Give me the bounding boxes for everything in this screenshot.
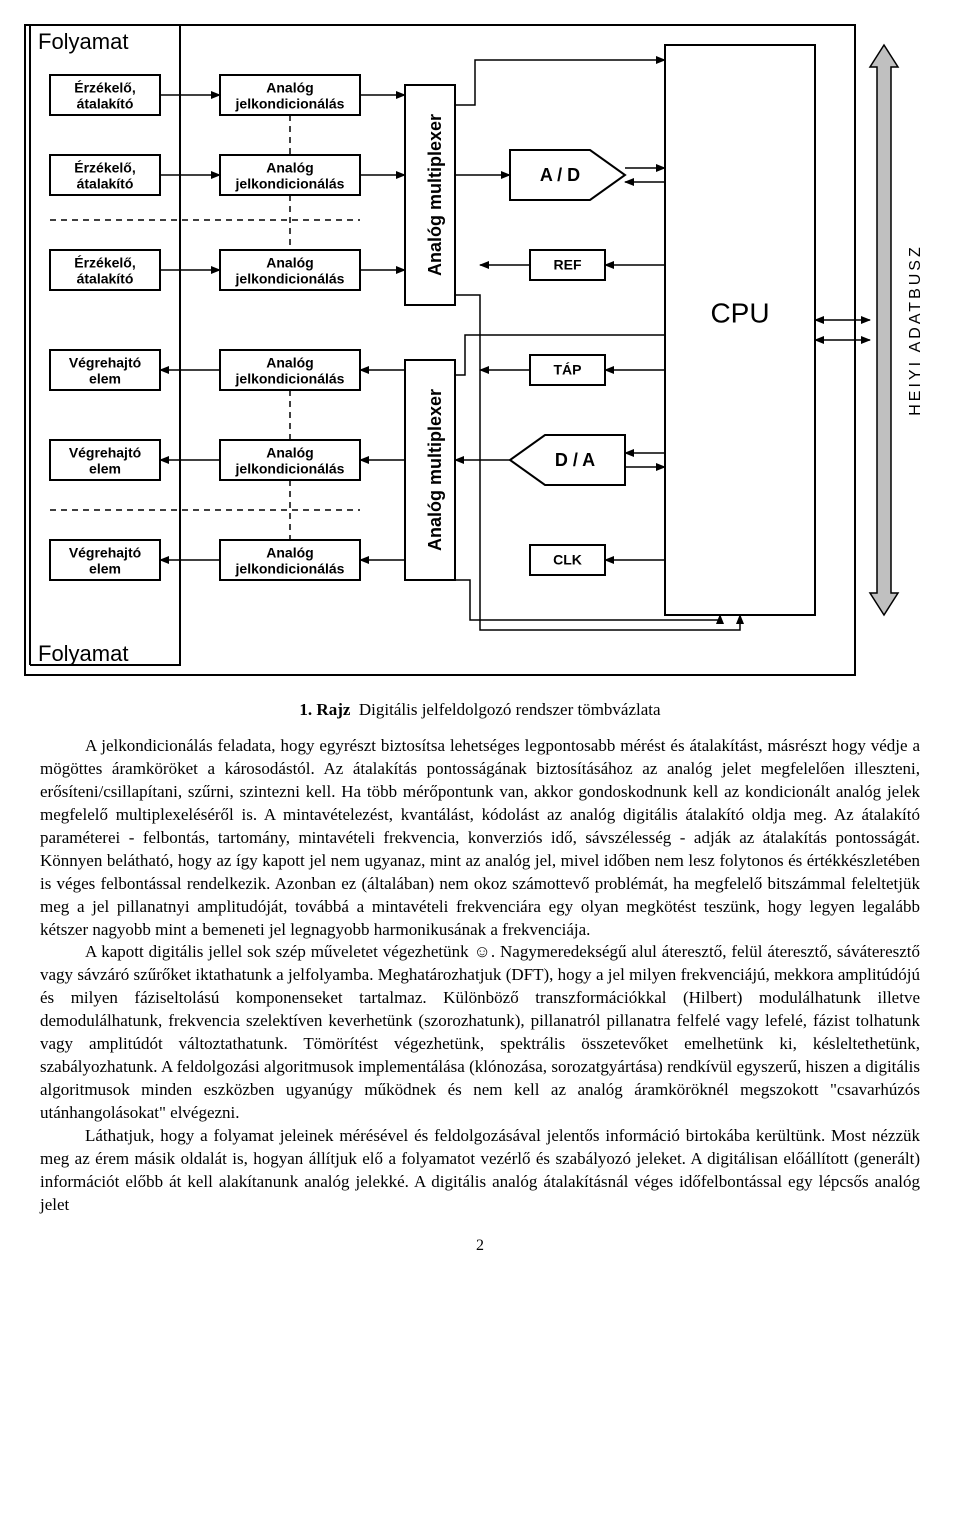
svg-text:Végrehajtó: Végrehajtó [69, 355, 141, 371]
svg-text:CLK: CLK [553, 552, 582, 568]
svg-text:elem: elem [89, 561, 121, 577]
caption-prefix: 1. Rajz [299, 700, 350, 719]
figure-caption: 1. Rajz Digitális jelfeldolgozó rendszer… [20, 700, 940, 720]
svg-text:Analóg: Analóg [266, 355, 313, 371]
block-diagram: FolyamatFolyamatÉrzékelő,átalakítóÉrzéke… [20, 20, 940, 680]
svg-text:elem: elem [89, 371, 121, 387]
paragraph-3: Láthatjuk, hogy a folyamat jeleinek méré… [40, 1125, 920, 1217]
svg-text:Végrehajtó: Végrehajtó [69, 545, 141, 561]
svg-text:HEIYI ADATBUSZ: HEIYI ADATBUSZ [907, 244, 924, 416]
svg-text:jelkondicionálás: jelkondicionálás [235, 371, 345, 387]
svg-text:Analóg multiplexer: Analóg multiplexer [425, 114, 445, 276]
svg-text:Analóg: Analóg [266, 255, 313, 271]
caption-text: Digitális jelfeldolgozó rendszer tömbváz… [359, 700, 661, 719]
svg-text:átalakító: átalakító [77, 271, 134, 287]
svg-text:D / A: D / A [555, 450, 595, 470]
svg-text:A / D: A / D [540, 165, 580, 185]
svg-text:TÁP: TÁP [554, 362, 582, 378]
svg-text:Analóg multiplexer: Analóg multiplexer [425, 389, 445, 551]
svg-text:REF: REF [554, 257, 582, 273]
body-text: A jelkondicionálás feladata, hogy egyrés… [40, 735, 920, 1217]
svg-text:elem: elem [89, 461, 121, 477]
page-number: 2 [20, 1237, 940, 1255]
svg-text:Analóg: Analóg [266, 445, 313, 461]
svg-text:Végrehajtó: Végrehajtó [69, 445, 141, 461]
svg-text:Analóg: Analóg [266, 80, 313, 96]
svg-text:jelkondicionálás: jelkondicionálás [235, 96, 345, 112]
svg-text:Folyamat: Folyamat [38, 641, 128, 666]
paragraph-2: A kapott digitális jellel sok szép művel… [40, 941, 920, 1125]
svg-text:jelkondicionálás: jelkondicionálás [235, 461, 345, 477]
svg-text:CPU: CPU [710, 297, 769, 328]
svg-text:Folyamat: Folyamat [38, 29, 128, 54]
svg-text:Analóg: Analóg [266, 160, 313, 176]
svg-text:átalakító: átalakító [77, 176, 134, 192]
svg-text:jelkondicionálás: jelkondicionálás [235, 271, 345, 287]
svg-text:jelkondicionálás: jelkondicionálás [235, 176, 345, 192]
svg-text:Érzékelő,: Érzékelő, [74, 160, 135, 176]
paragraph-1: A jelkondicionálás feladata, hogy egyrés… [40, 735, 920, 941]
svg-text:Analóg: Analóg [266, 545, 313, 561]
svg-text:Érzékelő,: Érzékelő, [74, 80, 135, 96]
svg-text:átalakító: átalakító [77, 96, 134, 112]
svg-text:Érzékelő,: Érzékelő, [74, 255, 135, 271]
svg-text:jelkondicionálás: jelkondicionálás [235, 561, 345, 577]
